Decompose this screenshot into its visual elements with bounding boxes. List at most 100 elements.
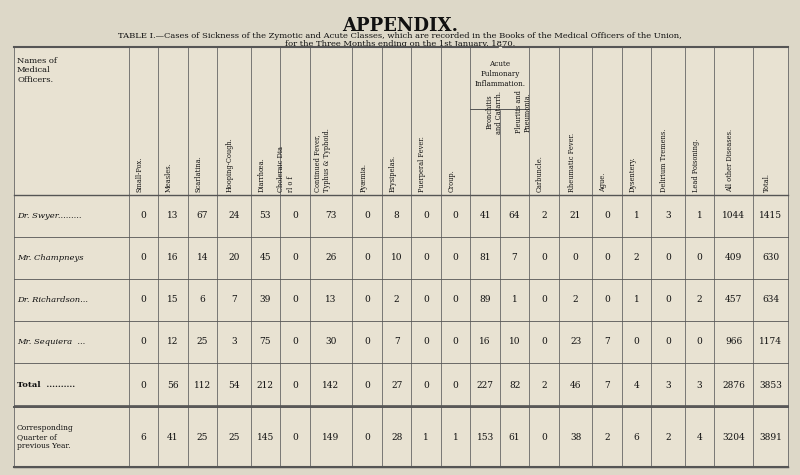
Text: 0: 0 bbox=[665, 338, 671, 346]
Text: 0: 0 bbox=[364, 211, 370, 220]
Text: 0: 0 bbox=[364, 254, 370, 263]
Text: 25: 25 bbox=[197, 338, 208, 346]
Text: Dr. Swyer.........: Dr. Swyer......... bbox=[17, 212, 82, 220]
Text: 16: 16 bbox=[167, 254, 178, 263]
Text: 89: 89 bbox=[479, 295, 491, 304]
Text: 25: 25 bbox=[228, 433, 239, 441]
Text: Choleraic Dia
rl o f: Choleraic Dia rl o f bbox=[278, 146, 294, 192]
Text: 0: 0 bbox=[423, 211, 429, 220]
Text: 27: 27 bbox=[391, 380, 402, 390]
Text: Names of
Medical
Officers.: Names of Medical Officers. bbox=[17, 57, 57, 84]
Text: 1174: 1174 bbox=[759, 338, 782, 346]
Text: Dysentery.: Dysentery. bbox=[629, 156, 637, 192]
Text: Diarrhœa.: Diarrhœa. bbox=[258, 157, 266, 192]
Text: 145: 145 bbox=[257, 433, 274, 441]
Text: 2: 2 bbox=[394, 295, 399, 304]
Text: 227: 227 bbox=[477, 380, 494, 390]
Text: 2876: 2876 bbox=[722, 380, 746, 390]
Text: 0: 0 bbox=[697, 254, 702, 263]
Text: 0: 0 bbox=[292, 433, 298, 441]
Text: 0: 0 bbox=[364, 338, 370, 346]
Text: 10: 10 bbox=[391, 254, 402, 263]
Text: 0: 0 bbox=[573, 254, 578, 263]
Text: 13: 13 bbox=[167, 211, 178, 220]
Text: 966: 966 bbox=[725, 338, 742, 346]
Text: Acute
Pulmonary
Inflammation.: Acute Pulmonary Inflammation. bbox=[474, 60, 526, 87]
Text: 0: 0 bbox=[292, 254, 298, 263]
Text: Lead Poisoning.: Lead Poisoning. bbox=[691, 139, 699, 192]
Text: 0: 0 bbox=[364, 295, 370, 304]
Text: 67: 67 bbox=[197, 211, 208, 220]
Text: 13: 13 bbox=[326, 295, 337, 304]
Text: 0: 0 bbox=[541, 295, 547, 304]
Text: 64: 64 bbox=[509, 211, 520, 220]
Text: 2: 2 bbox=[573, 295, 578, 304]
Text: 2: 2 bbox=[697, 295, 702, 304]
Text: 1: 1 bbox=[697, 211, 702, 220]
Text: Delirium Tremens.: Delirium Tremens. bbox=[660, 129, 668, 192]
Text: 0: 0 bbox=[292, 295, 298, 304]
Text: 41: 41 bbox=[167, 433, 178, 441]
Text: 7: 7 bbox=[604, 380, 610, 390]
Text: Mr. Sequiera  ...: Mr. Sequiera ... bbox=[17, 338, 86, 346]
Text: 73: 73 bbox=[326, 211, 337, 220]
Text: Erysipelas.: Erysipelas. bbox=[389, 155, 397, 192]
Text: 0: 0 bbox=[453, 254, 458, 263]
Text: 7: 7 bbox=[512, 254, 518, 263]
Text: 0: 0 bbox=[141, 295, 146, 304]
Text: 0: 0 bbox=[423, 254, 429, 263]
Text: 1415: 1415 bbox=[759, 211, 782, 220]
Text: 6: 6 bbox=[199, 295, 205, 304]
Text: 30: 30 bbox=[326, 338, 337, 346]
Text: 81: 81 bbox=[479, 254, 491, 263]
Text: 82: 82 bbox=[509, 380, 520, 390]
Text: 1: 1 bbox=[634, 211, 639, 220]
Text: 0: 0 bbox=[634, 338, 639, 346]
Text: 7: 7 bbox=[604, 338, 610, 346]
Text: 0: 0 bbox=[604, 254, 610, 263]
Text: 20: 20 bbox=[228, 254, 239, 263]
Text: 2: 2 bbox=[634, 254, 639, 263]
Text: 0: 0 bbox=[453, 295, 458, 304]
Text: 0: 0 bbox=[292, 211, 298, 220]
Text: 457: 457 bbox=[725, 295, 742, 304]
Text: 153: 153 bbox=[477, 433, 494, 441]
Text: 14: 14 bbox=[197, 254, 208, 263]
Text: 0: 0 bbox=[364, 380, 370, 390]
Text: 0: 0 bbox=[541, 433, 547, 441]
Text: 0: 0 bbox=[364, 433, 370, 441]
Text: 142: 142 bbox=[322, 380, 339, 390]
Text: 3204: 3204 bbox=[722, 433, 745, 441]
Text: 26: 26 bbox=[326, 254, 337, 263]
Text: 0: 0 bbox=[453, 380, 458, 390]
Text: 112: 112 bbox=[194, 380, 211, 390]
Text: 0: 0 bbox=[141, 380, 146, 390]
Text: 6: 6 bbox=[634, 433, 639, 441]
Text: 634: 634 bbox=[762, 295, 779, 304]
Text: 46: 46 bbox=[570, 380, 582, 390]
Text: 0: 0 bbox=[665, 295, 671, 304]
Text: All other Diseases.: All other Diseases. bbox=[726, 129, 734, 192]
Text: Rheumatic Fever.: Rheumatic Fever. bbox=[567, 133, 575, 192]
Text: 409: 409 bbox=[725, 254, 742, 263]
Text: 0: 0 bbox=[141, 338, 146, 346]
Text: 149: 149 bbox=[322, 433, 340, 441]
Text: 3: 3 bbox=[666, 211, 671, 220]
Text: 212: 212 bbox=[257, 380, 274, 390]
Text: 2: 2 bbox=[542, 380, 547, 390]
Text: 4: 4 bbox=[634, 380, 639, 390]
Text: 2: 2 bbox=[604, 433, 610, 441]
Text: 0: 0 bbox=[541, 254, 547, 263]
Text: Small-Pox.: Small-Pox. bbox=[135, 157, 143, 192]
Text: APPENDIX.: APPENDIX. bbox=[342, 17, 458, 35]
Text: Pyæmia.: Pyæmia. bbox=[359, 163, 367, 192]
Text: 0: 0 bbox=[665, 254, 671, 263]
Text: Pleuritis and
Pneumonia.: Pleuritis and Pneumonia. bbox=[514, 91, 532, 133]
Text: for the Three Months ending on the 1st January, 1870.: for the Three Months ending on the 1st J… bbox=[285, 40, 515, 48]
Text: 1: 1 bbox=[453, 433, 458, 441]
Text: 0: 0 bbox=[604, 211, 610, 220]
Text: 7: 7 bbox=[231, 295, 237, 304]
Text: Continued Fever,
Typhus & Typhoid.: Continued Fever, Typhus & Typhoid. bbox=[314, 128, 331, 192]
Text: 2: 2 bbox=[666, 433, 671, 441]
Text: 0: 0 bbox=[141, 254, 146, 263]
